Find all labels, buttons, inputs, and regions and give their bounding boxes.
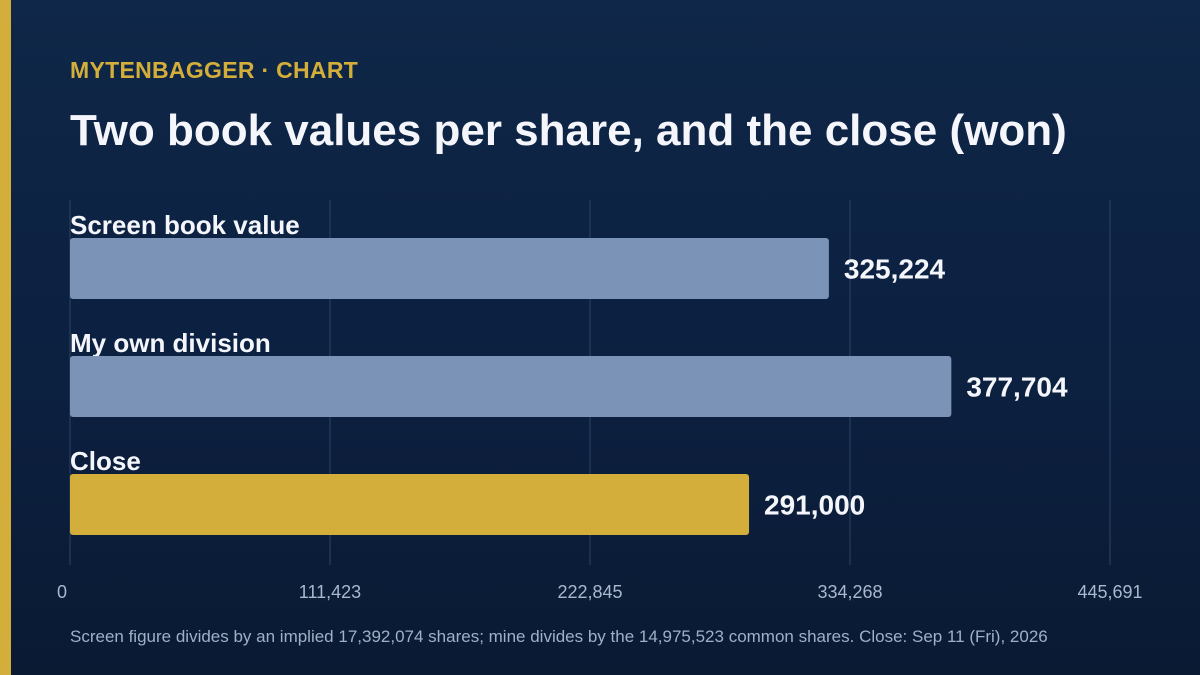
x-tick-label: 0 (57, 582, 67, 602)
category-label: Screen book value (70, 210, 300, 240)
bar (70, 356, 952, 417)
x-tick-label: 111,423 (299, 582, 361, 602)
brand-eyebrow: MYTENBAGGER · CHART (70, 57, 359, 83)
value-label: 291,000 (764, 490, 865, 521)
category-label: Close (70, 446, 141, 476)
x-tick-label: 334,268 (817, 582, 882, 602)
bar (70, 474, 750, 535)
category-label: My own division (70, 328, 271, 358)
bar (70, 238, 829, 299)
chart-footnote: Screen figure divides by an implied 17,3… (70, 627, 1048, 646)
x-tick-label: 445,691 (1077, 582, 1142, 602)
value-label: 325,224 (844, 254, 946, 285)
chart-title: Two book values per share, and the close… (70, 106, 1067, 155)
x-tick-label: 222,845 (557, 582, 622, 602)
value-label: 377,704 (966, 372, 1068, 403)
accent-bar (0, 0, 11, 675)
